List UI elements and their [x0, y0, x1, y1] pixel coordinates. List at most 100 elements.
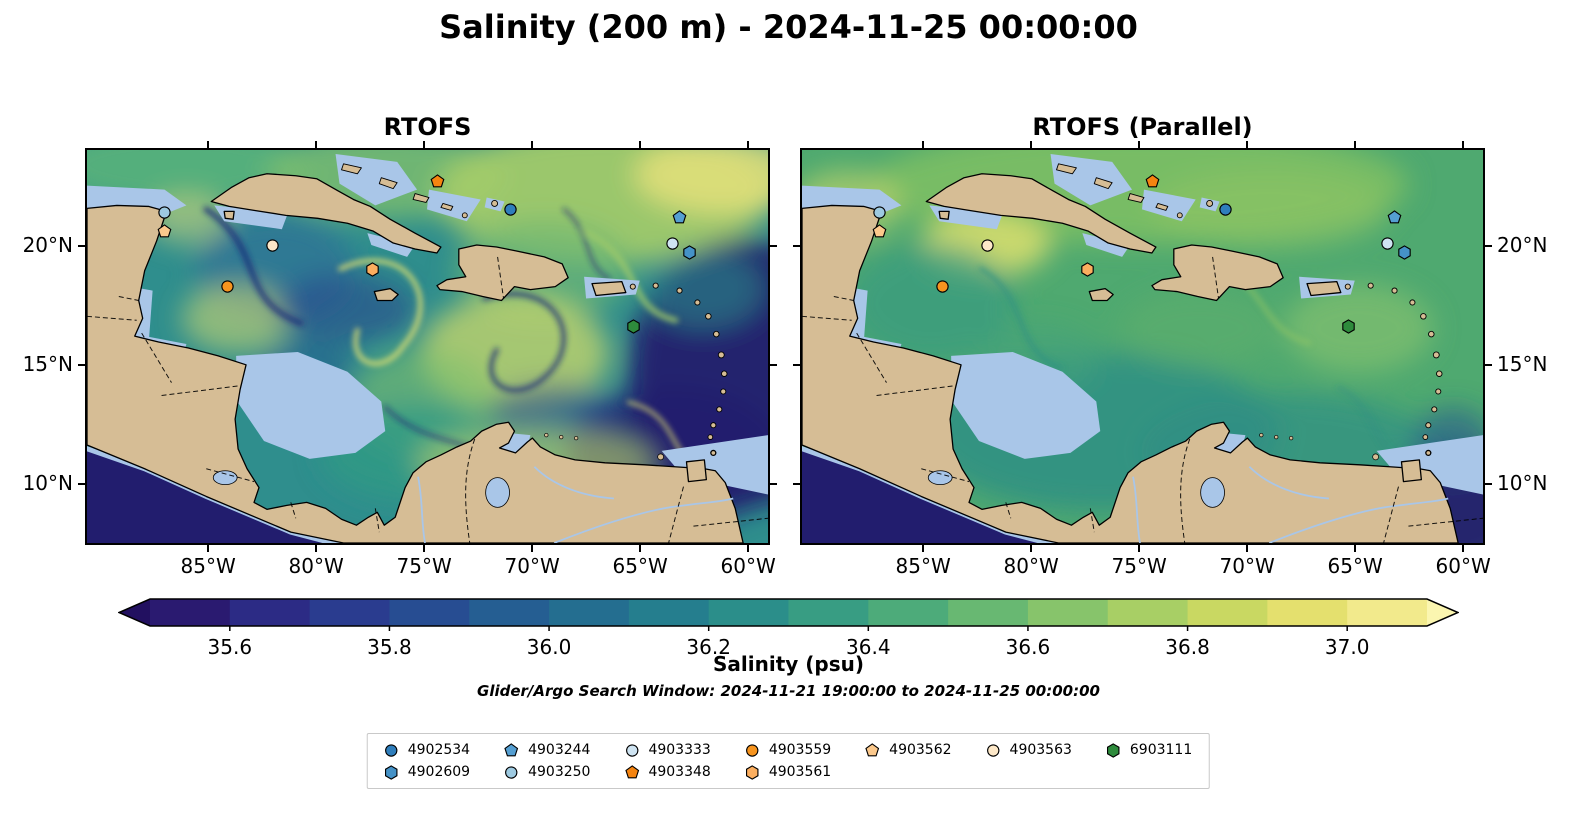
axis-tick [78, 482, 85, 485]
figure-title: Salinity (200 m) - 2024-11-25 00:00:00 [439, 8, 1138, 46]
axis-tick [770, 482, 777, 485]
axis-tick [78, 244, 85, 247]
axis-tick [747, 545, 750, 552]
legend-label: 4903563 [1009, 742, 1072, 758]
axis-tick [423, 545, 426, 552]
lon-tick-label: 85°W [895, 554, 951, 578]
legend-item-4903250: 4903250 [504, 764, 590, 780]
legend-label: 4903348 [648, 764, 711, 780]
colorbar-tick-label: 36.8 [1165, 635, 1210, 659]
axis-tick [1485, 363, 1492, 366]
axis-tick [1246, 545, 1249, 552]
lon-tick-label: 75°W [1111, 554, 1167, 578]
pentagon-marker-icon [865, 742, 880, 756]
colorbar-tick-label: 36.4 [846, 635, 891, 659]
axis-tick [315, 545, 318, 552]
axis-tick [747, 141, 750, 148]
map-rtofs-parallel [800, 148, 1485, 545]
legend-item-4903563: 4903563 [986, 742, 1072, 758]
pentagon-marker-icon [625, 764, 639, 778]
axis-tick [78, 363, 85, 366]
lat-tick-label: 10°N [22, 470, 73, 495]
lat-tick-label: 15°N [1497, 351, 1548, 376]
legend-item-4902534: 4902534 [384, 742, 470, 758]
axis-tick [1246, 141, 1249, 148]
colorbar: 35.6 35.8 36.0 36.2 36.4 36.6 36.8 37.0 [118, 597, 1459, 659]
colorbar-tick-label: 35.6 [207, 635, 253, 659]
colorbar-tick-label: 36.6 [1005, 635, 1051, 659]
axis-tick [207, 141, 210, 148]
axis-tick [793, 244, 800, 247]
lat-tick-label: 20°N [1497, 232, 1548, 257]
lon-tick-label: 65°W [612, 554, 668, 578]
lon-tick-label: 70°W [504, 554, 560, 578]
axis-tick [639, 141, 642, 148]
legend-item-4903562: 4903562 [865, 742, 952, 758]
lon-tick-label: 80°W [288, 554, 344, 578]
legend-label: 4903561 [768, 764, 832, 780]
axis-tick [1354, 545, 1357, 552]
colorbar-tick-label: 37.0 [1324, 635, 1370, 659]
legend-label: 4903559 [768, 742, 832, 758]
panel-rtofs-title: RTOFS [383, 113, 472, 141]
lat-tick-label: 15°N [22, 351, 73, 376]
hexagon-marker-icon [1107, 742, 1120, 758]
axis-tick [922, 141, 925, 148]
hexagon-marker-icon [746, 764, 759, 780]
colorbar-gradient [118, 598, 1459, 631]
axis-tick [531, 141, 534, 148]
axis-tick [1138, 141, 1141, 148]
hexagon-marker-icon [384, 764, 398, 780]
legend-grid: 4902534 4903244 4903333 4903559 4903562 49035… [384, 742, 1192, 780]
circle-marker-icon [505, 765, 518, 779]
legend-label: 4902534 [407, 742, 471, 758]
legend-item-4902609: 4902609 [384, 764, 470, 780]
axis-tick [793, 482, 800, 485]
circle-marker-icon [986, 743, 1000, 757]
lon-tick-label: 65°W [1327, 554, 1383, 578]
legend-item-6903111: 6903111 [1106, 742, 1192, 758]
panel-rtofs-parallel-title: RTOFS (Parallel) [1032, 113, 1253, 141]
legend-label: 4903562 [889, 742, 952, 758]
colorbar-tick-label: 35.8 [367, 635, 412, 659]
lon-tick-label: 60°W [1435, 554, 1491, 578]
legend-item-4903559: 4903559 [745, 742, 831, 758]
axis-tick [922, 545, 925, 552]
colorbar-label: Salinity (psu) [712, 652, 864, 676]
axis-tick [1462, 141, 1465, 148]
legend-item-4903333: 4903333 [624, 742, 711, 758]
lon-tick-label: 85°W [180, 554, 236, 578]
panel-rtofs-parallel: RTOFS (Parallel) [793, 113, 1547, 578]
pentagon-marker-icon [504, 742, 519, 756]
axis-tick [1485, 482, 1492, 485]
lat-tick-label: 20°N [22, 232, 73, 257]
legend-item-4903244: 4903244 [504, 742, 590, 758]
lon-tick-label: 80°W [1003, 554, 1059, 578]
lon-tick-label: 70°W [1219, 554, 1275, 578]
legend-label: 4903333 [648, 742, 711, 758]
salinity-map-rtofs-parallel [802, 150, 1483, 543]
axis-tick [770, 244, 777, 247]
axis-tick [1485, 244, 1492, 247]
circle-marker-icon [746, 743, 759, 757]
search-window-subtitle: Glider/Argo Search Window: 2024-11-21 19… [477, 682, 1100, 700]
axis-tick [1138, 545, 1141, 552]
axis-tick [770, 363, 777, 366]
salinity-map-rtofs [87, 150, 768, 543]
axis-tick [639, 545, 642, 552]
axis-tick [1030, 545, 1033, 552]
circle-marker-icon [625, 743, 639, 757]
axis-tick [315, 141, 318, 148]
axis-tick [1030, 141, 1033, 148]
colorbar-tick-label: 36.2 [686, 635, 731, 659]
colorbar-tick-label: 36.0 [526, 635, 572, 659]
legend-item-4903348: 4903348 [624, 764, 711, 780]
axis-tick [207, 545, 210, 552]
legend-label: 6903111 [1129, 742, 1193, 758]
panel-rtofs: RTOFS [23, 113, 777, 578]
legend: 4902534 4903244 4903333 4903559 4903562 49035… [366, 733, 1210, 789]
axis-tick [1354, 141, 1357, 148]
lon-tick-label: 75°W [396, 554, 452, 578]
lon-tick-label: 60°W [720, 554, 776, 578]
legend-label: 4903250 [528, 764, 591, 780]
